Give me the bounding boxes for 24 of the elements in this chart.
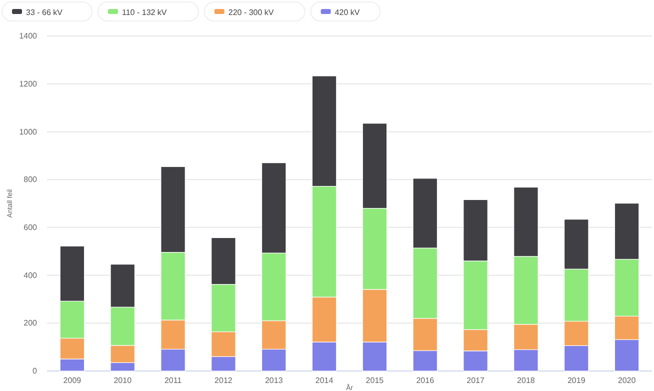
x-tick-label: 2009 xyxy=(63,376,82,385)
y-tick-label: 200 xyxy=(24,318,38,328)
x-tick-label: 2012 xyxy=(214,376,233,385)
x-tick-label: 2016 xyxy=(416,376,435,385)
x-tick-label: 2010 xyxy=(114,376,132,385)
x-tick-label: 2019 xyxy=(567,376,586,385)
x-tick-label: 2014 xyxy=(315,376,334,385)
x-tick-label: 2018 xyxy=(517,376,536,385)
x-tick-label: 2020 xyxy=(618,376,636,385)
legend-label: 110 - 132 kV xyxy=(122,8,168,17)
y-tick-label: 1000 xyxy=(19,127,38,136)
y-tick-label: 1400 xyxy=(19,32,38,41)
y-tick-label: 0 xyxy=(32,366,38,376)
legend-label: 420 kV xyxy=(334,8,360,17)
legend-label: 220 - 300 kV xyxy=(228,8,274,17)
y-tick-label: 400 xyxy=(24,270,38,280)
legend-label: 33 - 66 kV xyxy=(26,8,64,17)
y-tick-label: 600 xyxy=(24,222,38,232)
x-tick-label: 2011 xyxy=(164,376,182,385)
x-tick-label: 2015 xyxy=(366,376,384,385)
y-tick-label: 800 xyxy=(24,175,38,184)
y-tick-label: 1200 xyxy=(19,79,38,88)
x-tick-label: 2013 xyxy=(264,376,284,385)
x-tick-label: 2017 xyxy=(466,376,485,385)
